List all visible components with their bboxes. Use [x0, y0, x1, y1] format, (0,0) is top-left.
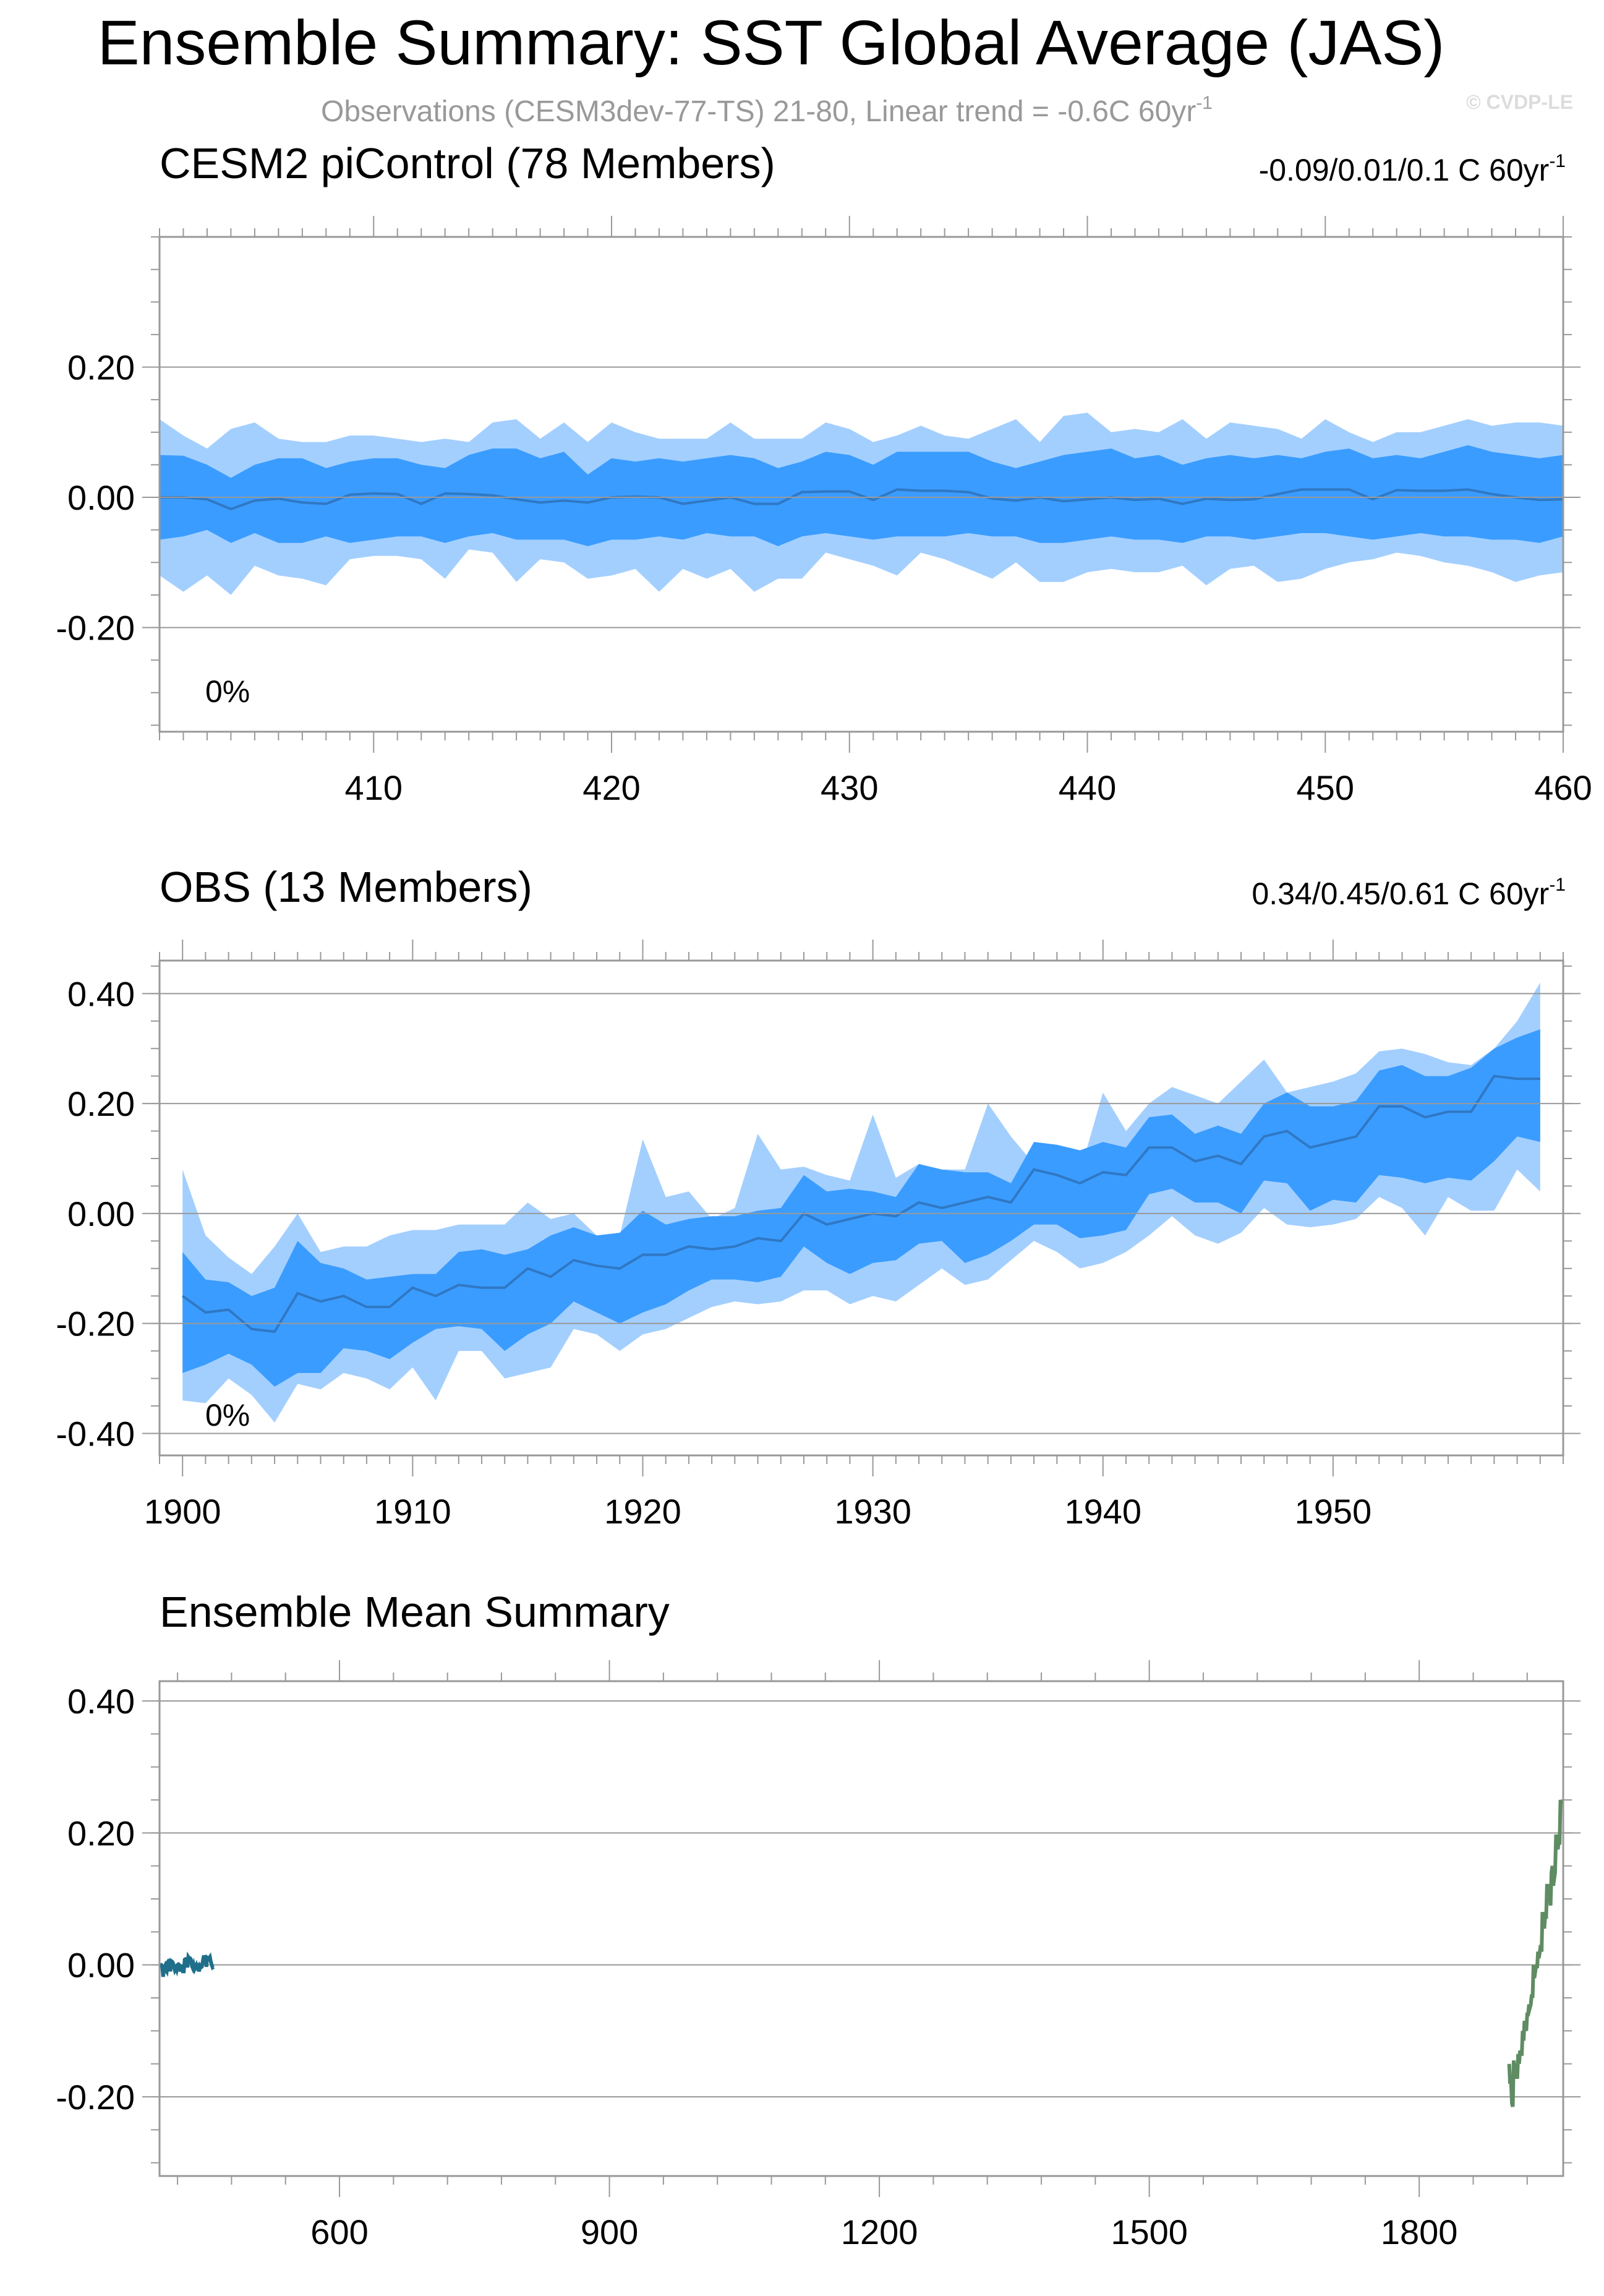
obs-y-tick-label: 0.00 — [67, 1194, 135, 1233]
picontrol-x-tick-label: 410 — [345, 768, 403, 807]
summary-y-tick-label: 0.40 — [67, 1682, 135, 1721]
summary-x-tick-label: 900 — [581, 2212, 638, 2251]
obs-x-tick-label: 1930 — [834, 1492, 911, 1531]
picontrol-percent-label: 0% — [205, 674, 250, 709]
obs-plot: -0.40 -0.20 0.00 0.20 0.40 1900 1910 1920 1930 19… — [56, 940, 1581, 1531]
picontrol-y-tick-label: 0.00 — [67, 478, 135, 517]
subtitle: Observations (CESM3dev-77-TS) 21-80, Lin… — [321, 93, 1213, 128]
obs-trend-text: 0.34/0.45/0.61 C 60yr — [1252, 876, 1549, 911]
obs-y-tick-label: -0.20 — [56, 1304, 135, 1343]
panel-summary: Ensemble Mean Summary -0.20 0.00 0.20 0.40 6… — [56, 1588, 1581, 2251]
copyright-text: © CVDP-LE — [1466, 91, 1573, 113]
obs-inner-band — [182, 1029, 1540, 1387]
picontrol-frame — [158, 236, 1564, 733]
picontrol-trend-text: -0.09/0.01/0.1 C 60yr — [1259, 153, 1550, 187]
obs-x-tick-label: 1900 — [144, 1492, 221, 1531]
obs-x-tick-label: 1950 — [1295, 1492, 1372, 1531]
summary-y-tick-label: 0.00 — [67, 1946, 135, 1985]
summary-frame — [158, 1680, 1564, 2177]
obs-x-tick-label: 1910 — [374, 1492, 451, 1531]
obs-y-tick-label: 0.40 — [67, 974, 135, 1013]
obs-mean-line — [182, 1074, 1540, 1334]
summary-y-tick-label: 0.20 — [67, 1814, 135, 1853]
picontrol-x-tick-label: 450 — [1297, 768, 1354, 807]
obs-percent-label: 0% — [205, 1398, 250, 1433]
obs-x-tick-label: 1940 — [1064, 1492, 1141, 1531]
subtitle-text: Observations (CESM3dev-77-TS) 21-80, Lin… — [321, 95, 1196, 128]
picontrol-plot: -0.20 0.00 0.20 410 420 430 440 450 460 — [56, 216, 1592, 807]
subtitle-sup: -1 — [1196, 93, 1213, 113]
picontrol-x-tick-label: 420 — [582, 768, 640, 807]
main-title: Ensemble Summary: SST Global Average (JA… — [98, 7, 1445, 78]
summary-x-tick-label: 1500 — [1111, 2212, 1188, 2251]
summary-y-tick-label: -0.20 — [56, 2078, 135, 2117]
picontrol-y-tick-label: 0.20 — [67, 348, 135, 387]
summary-title: Ensemble Mean Summary — [160, 1588, 670, 1636]
picontrol-title: CESM2 piControl (78 Members) — [160, 139, 775, 187]
obs-frame — [158, 959, 1564, 1457]
panel-picontrol: CESM2 piControl (78 Members) -0.09/0.01/… — [56, 139, 1592, 807]
picontrol-x-tick-label: 430 — [821, 768, 878, 807]
obs-trend: 0.34/0.45/0.61 C 60yr-1 — [1252, 875, 1566, 911]
obs-trend-sup: -1 — [1549, 875, 1566, 895]
obs-y-tick-label: 0.20 — [67, 1084, 135, 1123]
panel-obs: OBS (13 Members) 0.34/0.45/0.61 C 60yr-1… — [56, 863, 1581, 1531]
summary-line-obs — [1507, 1799, 1563, 2107]
obs-title: OBS (13 Members) — [160, 863, 532, 911]
summary-x-tick-label: 1800 — [1381, 2212, 1458, 2251]
summary-line-picontrol — [160, 1951, 215, 1977]
picontrol-trend-sup: -1 — [1549, 151, 1566, 171]
picontrol-trend: -0.09/0.01/0.1 C 60yr-1 — [1259, 151, 1566, 187]
picontrol-mean-line — [160, 488, 1564, 511]
summary-plot: -0.20 0.00 0.20 0.40 600 900 1200 1500 1800 — [56, 1660, 1581, 2251]
picontrol-x-tick-label: 460 — [1534, 768, 1592, 807]
picontrol-x-tick-label: 440 — [1059, 768, 1116, 807]
summary-x-tick-label: 1200 — [841, 2212, 918, 2251]
summary-x-tick-label: 600 — [310, 2212, 368, 2251]
picontrol-y-tick-label: -0.20 — [56, 609, 135, 648]
obs-y-tick-label: -0.40 — [56, 1414, 135, 1453]
obs-x-tick-label: 1920 — [604, 1492, 681, 1531]
